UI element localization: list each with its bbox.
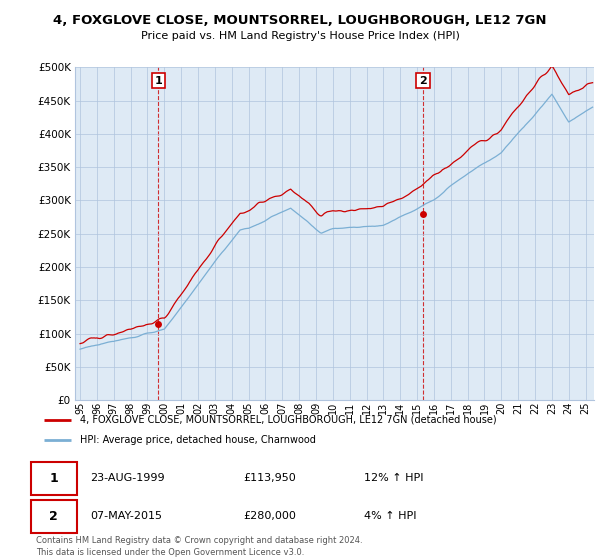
Text: 2: 2 bbox=[419, 76, 427, 86]
Text: 1: 1 bbox=[49, 472, 58, 485]
FancyBboxPatch shape bbox=[31, 462, 77, 494]
Text: 2: 2 bbox=[49, 510, 58, 523]
Text: 4, FOXGLOVE CLOSE, MOUNTSORREL, LOUGHBOROUGH, LE12 7GN: 4, FOXGLOVE CLOSE, MOUNTSORREL, LOUGHBOR… bbox=[53, 14, 547, 27]
Text: 12% ↑ HPI: 12% ↑ HPI bbox=[364, 473, 423, 483]
Text: 4, FOXGLOVE CLOSE, MOUNTSORREL, LOUGHBOROUGH, LE12 7GN (detached house): 4, FOXGLOVE CLOSE, MOUNTSORREL, LOUGHBOR… bbox=[80, 415, 496, 424]
Text: HPI: Average price, detached house, Charnwood: HPI: Average price, detached house, Char… bbox=[80, 435, 316, 445]
Text: £280,000: £280,000 bbox=[244, 511, 296, 521]
Text: Contains HM Land Registry data © Crown copyright and database right 2024.: Contains HM Land Registry data © Crown c… bbox=[36, 536, 362, 545]
FancyBboxPatch shape bbox=[31, 500, 77, 533]
Text: Price paid vs. HM Land Registry's House Price Index (HPI): Price paid vs. HM Land Registry's House … bbox=[140, 31, 460, 41]
Text: 07-MAY-2015: 07-MAY-2015 bbox=[91, 511, 163, 521]
Text: 23-AUG-1999: 23-AUG-1999 bbox=[91, 473, 165, 483]
Text: This data is licensed under the Open Government Licence v3.0.: This data is licensed under the Open Gov… bbox=[36, 548, 304, 557]
Text: £113,950: £113,950 bbox=[244, 473, 296, 483]
Text: 1: 1 bbox=[154, 76, 162, 86]
Text: 4% ↑ HPI: 4% ↑ HPI bbox=[364, 511, 416, 521]
